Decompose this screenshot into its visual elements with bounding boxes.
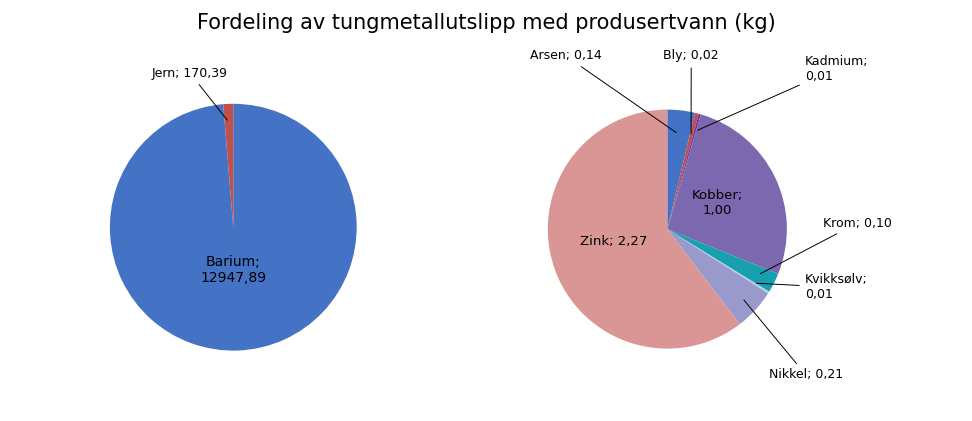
Text: Barium;
12947,89: Barium; 12947,89 [200,255,266,285]
Wedge shape [110,104,357,351]
Text: Jern; 170,39: Jern; 170,39 [152,67,228,120]
Wedge shape [668,109,695,229]
Wedge shape [668,229,768,324]
Text: Krom; 0,10: Krom; 0,10 [760,217,891,274]
Text: Fordeling av tungmetallutslipp med produsertvann (kg): Fordeling av tungmetallutslipp med produ… [196,13,776,33]
Wedge shape [668,229,769,293]
Text: Arsen; 0,14: Arsen; 0,14 [530,49,677,133]
Wedge shape [668,114,701,229]
Wedge shape [548,109,740,349]
Text: Zink; 2,27: Zink; 2,27 [580,234,647,248]
Text: Kvikksølv;
0,01: Kvikksølv; 0,01 [756,273,868,301]
Wedge shape [668,113,699,229]
Wedge shape [668,115,787,274]
Text: Nikkel; 0,21: Nikkel; 0,21 [744,300,843,381]
Wedge shape [224,104,233,227]
Wedge shape [668,229,779,292]
Text: Bly; 0,02: Bly; 0,02 [664,49,719,134]
Text: Kobber;
1,00: Kobber; 1,00 [692,189,744,217]
Text: Kadmium;
0,01: Kadmium; 0,01 [698,55,868,130]
